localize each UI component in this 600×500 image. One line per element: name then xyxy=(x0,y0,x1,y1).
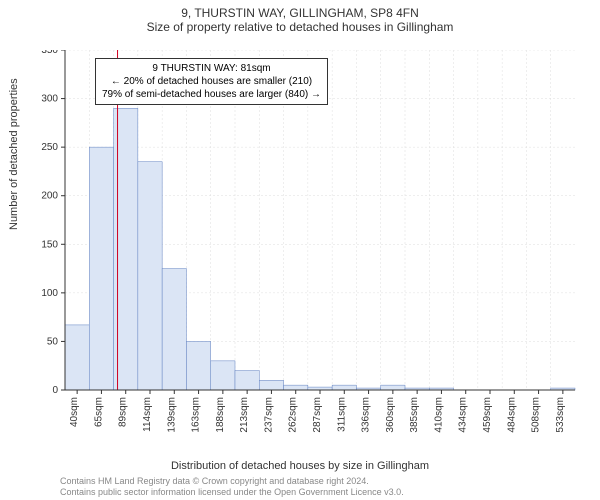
histogram-bar xyxy=(65,325,89,390)
callout-box: 9 THURSTIN WAY: 81sqm ← 20% of detached … xyxy=(95,58,328,105)
histogram-bar xyxy=(259,380,283,390)
svg-text:89sqm: 89sqm xyxy=(118,397,129,427)
svg-text:360sqm: 360sqm xyxy=(385,397,396,433)
histogram-bar xyxy=(332,385,356,390)
svg-text:410sqm: 410sqm xyxy=(433,397,444,433)
svg-text:163sqm: 163sqm xyxy=(191,397,202,433)
histogram-bar xyxy=(138,162,162,390)
y-axis-label: Number of detached properties xyxy=(8,78,20,230)
svg-text:150: 150 xyxy=(41,239,58,250)
svg-text:459sqm: 459sqm xyxy=(482,397,493,433)
x-axis-label: Distribution of detached houses by size … xyxy=(0,460,600,472)
histogram-bar xyxy=(284,385,308,390)
svg-text:0: 0 xyxy=(52,385,58,396)
footer-attribution: Contains HM Land Registry data © Crown c… xyxy=(60,476,570,498)
footer-line1: Contains HM Land Registry data © Crown c… xyxy=(60,476,570,487)
svg-text:262sqm: 262sqm xyxy=(288,397,299,433)
svg-text:139sqm: 139sqm xyxy=(166,397,177,433)
svg-text:200: 200 xyxy=(41,191,58,202)
svg-text:188sqm: 188sqm xyxy=(215,397,226,433)
callout-line1: 9 THURSTIN WAY: 81sqm xyxy=(102,62,321,75)
callout-line2: ← 20% of detached houses are smaller (21… xyxy=(102,75,321,88)
svg-text:114sqm: 114sqm xyxy=(142,397,153,432)
svg-text:100: 100 xyxy=(41,288,58,299)
svg-text:385sqm: 385sqm xyxy=(409,397,420,433)
histogram-bar xyxy=(235,371,259,390)
subtitle: Size of property relative to detached ho… xyxy=(0,20,600,34)
histogram-bar xyxy=(162,269,186,390)
svg-text:287sqm: 287sqm xyxy=(312,397,323,433)
histogram-chart: 0 50 100 150 200 250 300 350 40sqm 65sqm 89sqm 114… xyxy=(30,50,590,445)
histogram-bar xyxy=(381,385,405,390)
svg-text:65sqm: 65sqm xyxy=(93,397,104,427)
svg-text:213sqm: 213sqm xyxy=(239,397,250,433)
callout-line3: 79% of semi-detached houses are larger (… xyxy=(102,88,321,101)
svg-text:350: 350 xyxy=(41,50,58,56)
svg-text:300: 300 xyxy=(41,94,58,105)
histogram-bar xyxy=(211,361,235,390)
histogram-bar xyxy=(89,147,113,390)
svg-text:311sqm: 311sqm xyxy=(336,397,347,432)
svg-text:237sqm: 237sqm xyxy=(263,397,274,433)
svg-text:250: 250 xyxy=(41,142,58,153)
svg-text:50: 50 xyxy=(47,336,59,347)
svg-text:40sqm: 40sqm xyxy=(69,397,80,427)
svg-text:434sqm: 434sqm xyxy=(458,397,469,433)
address-title: 9, THURSTIN WAY, GILLINGHAM, SP8 4FN xyxy=(0,6,600,20)
svg-text:336sqm: 336sqm xyxy=(361,397,372,433)
footer-line2: Contains public sector information licen… xyxy=(60,487,570,498)
histogram-bar xyxy=(186,341,210,390)
svg-text:484sqm: 484sqm xyxy=(506,397,517,433)
svg-text:533sqm: 533sqm xyxy=(555,397,566,433)
svg-text:508sqm: 508sqm xyxy=(531,397,542,433)
